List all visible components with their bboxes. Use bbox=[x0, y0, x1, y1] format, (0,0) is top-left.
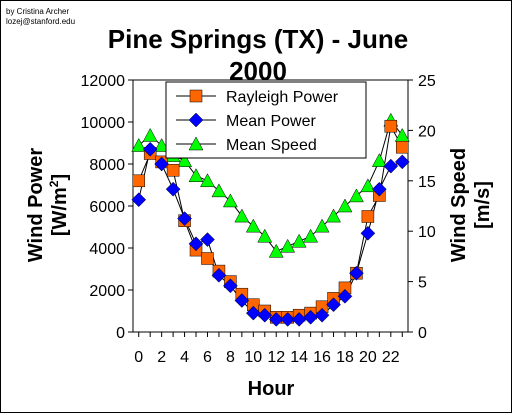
x-tick-label: 0 bbox=[134, 349, 143, 366]
y-right-tick-label: 5 bbox=[418, 275, 427, 292]
data-point-diamond bbox=[326, 297, 341, 313]
data-point-diamond bbox=[383, 158, 399, 174]
svg-text:Wind Power: Wind Power bbox=[25, 148, 47, 262]
legend: Rayleigh Power Mean Power Mean Speed bbox=[165, 81, 367, 159]
data-point-diamond bbox=[234, 293, 250, 308]
data-point-square bbox=[361, 210, 375, 223]
data-point-square bbox=[201, 252, 214, 265]
x-tick-label: 2 bbox=[157, 349, 166, 366]
chart-title-line1: Pine Springs (TX) - June bbox=[108, 24, 408, 54]
svg-text:[m/s]: [m/s] bbox=[472, 181, 494, 229]
legend-entry-label: Mean Speed bbox=[226, 137, 317, 154]
y-right-tick-label: 25 bbox=[418, 73, 436, 90]
legend-entry-label: Mean Power bbox=[226, 113, 316, 130]
data-point-triangle bbox=[200, 173, 215, 188]
data-point-triangle bbox=[314, 218, 330, 233]
data-point-triangle bbox=[360, 178, 376, 193]
data-point-diamond bbox=[142, 141, 158, 157]
data-point-diamond bbox=[223, 278, 238, 294]
x-tick-label: 14 bbox=[290, 349, 308, 366]
legend-marker-diamond bbox=[188, 112, 204, 128]
y-left-tick-label: 6000 bbox=[89, 199, 125, 216]
data-point-diamond bbox=[257, 307, 273, 323]
y-left-tick-label: 12000 bbox=[81, 73, 126, 90]
svg-text:Wind Speed: Wind Speed bbox=[448, 148, 470, 262]
data-point-square bbox=[166, 164, 180, 177]
credit-email: lozej@stanford.edu bbox=[6, 17, 75, 26]
legend-marker-triangle bbox=[188, 136, 204, 151]
legend-marker-square bbox=[189, 89, 203, 103]
data-point-diamond bbox=[177, 211, 192, 226]
data-point-triangle bbox=[291, 233, 307, 248]
data-point-triangle bbox=[222, 193, 238, 208]
x-tick-label: 22 bbox=[382, 349, 400, 366]
y-left-tick-label: 0 bbox=[116, 325, 125, 342]
data-point-diamond bbox=[349, 265, 364, 281]
data-point-diamond bbox=[245, 305, 261, 321]
credit-author: by Cristina Archer bbox=[6, 7, 69, 16]
x-tick-label: 8 bbox=[226, 349, 235, 366]
y-right-tick-label: 15 bbox=[418, 174, 436, 191]
data-point-diamond bbox=[337, 288, 353, 304]
y-left-tick-label: 2000 bbox=[89, 283, 125, 300]
data-point-diamond bbox=[280, 312, 296, 327]
data-point-triangle bbox=[142, 127, 158, 142]
x-tick-label: 4 bbox=[180, 349, 189, 366]
series-markers bbox=[131, 112, 410, 327]
data-point-triangle bbox=[268, 243, 284, 258]
data-point-diamond bbox=[314, 307, 330, 323]
data-point-diamond bbox=[268, 312, 284, 327]
y-right-tick-label: 0 bbox=[418, 325, 427, 342]
data-point-triangle bbox=[131, 137, 147, 152]
data-point-diamond bbox=[165, 181, 181, 197]
data-point-square bbox=[396, 140, 409, 154]
x-axis-label: Hour bbox=[248, 378, 295, 400]
data-point-triangle bbox=[349, 188, 364, 203]
y-left-tick-label: 4000 bbox=[89, 241, 125, 258]
data-point-square bbox=[384, 119, 398, 133]
data-point-triangle bbox=[280, 238, 296, 253]
data-point-triangle bbox=[154, 137, 170, 152]
x-tick-label: 18 bbox=[336, 349, 354, 366]
svg-text:[W/m2]: [W/m2] bbox=[47, 174, 71, 236]
y-left-tick-label: 10000 bbox=[81, 115, 126, 132]
data-point-triangle bbox=[326, 208, 341, 223]
x-tick-label: 12 bbox=[267, 349, 285, 366]
legend-entry-label: Rayleigh Power bbox=[226, 89, 339, 106]
x-tick-label: 20 bbox=[359, 349, 377, 366]
data-point-triangle bbox=[245, 218, 261, 233]
data-point-diamond bbox=[360, 225, 376, 241]
x-tick-label: 10 bbox=[244, 349, 262, 366]
data-point-triangle bbox=[337, 198, 353, 213]
data-point-triangle bbox=[394, 127, 410, 142]
data-point-triangle bbox=[234, 208, 250, 223]
y-axis-left-label: Wind Power [W/m2] bbox=[25, 148, 71, 262]
data-point-triangle bbox=[303, 228, 319, 243]
data-point-diamond bbox=[372, 181, 387, 197]
y-axis-right-label: Wind Speed [m/s] bbox=[448, 148, 494, 262]
x-tick-label: 6 bbox=[203, 349, 212, 366]
data-point-triangle bbox=[211, 183, 227, 198]
data-point-diamond bbox=[131, 192, 147, 208]
data-point-triangle bbox=[257, 228, 273, 243]
chart-title-line2: 2000 bbox=[229, 56, 287, 86]
data-point-diamond bbox=[211, 267, 227, 283]
data-point-triangle bbox=[177, 153, 192, 167]
x-tick-label: 16 bbox=[313, 349, 331, 366]
data-point-diamond bbox=[394, 154, 410, 170]
data-point-triangle bbox=[188, 168, 204, 183]
data-point-diamond bbox=[154, 156, 169, 172]
data-point-triangle bbox=[371, 153, 387, 167]
y-left-tick-label: 8000 bbox=[89, 157, 125, 174]
data-point-diamond bbox=[200, 232, 215, 247]
data-point-diamond bbox=[188, 236, 204, 252]
data-point-square bbox=[132, 174, 145, 188]
y-right-tick-label: 10 bbox=[418, 224, 436, 241]
y-right-tick-label: 20 bbox=[418, 123, 436, 140]
